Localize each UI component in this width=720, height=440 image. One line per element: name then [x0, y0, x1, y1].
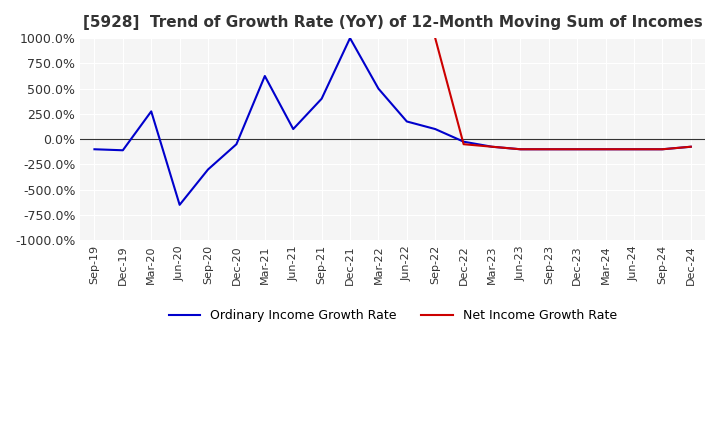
Ordinary Income Growth Rate [431, 126, 439, 132]
Line: Net Income Growth Rate: Net Income Growth Rate [435, 38, 690, 149]
Ordinary Income Growth Rate [402, 119, 411, 124]
Ordinary Income Growth Rate [232, 142, 240, 147]
Ordinary Income Growth Rate [658, 147, 667, 152]
Ordinary Income Growth Rate [573, 147, 582, 152]
Net Income Growth Rate [431, 36, 439, 41]
Ordinary Income Growth Rate [175, 202, 184, 208]
Legend: Ordinary Income Growth Rate, Net Income Growth Rate: Ordinary Income Growth Rate, Net Income … [163, 304, 621, 327]
Ordinary Income Growth Rate [459, 139, 468, 144]
Ordinary Income Growth Rate [204, 167, 212, 172]
Line: Ordinary Income Growth Rate: Ordinary Income Growth Rate [94, 38, 690, 205]
Net Income Growth Rate [459, 142, 468, 147]
Ordinary Income Growth Rate [374, 86, 383, 91]
Ordinary Income Growth Rate [318, 96, 326, 101]
Ordinary Income Growth Rate [289, 126, 297, 132]
Net Income Growth Rate [487, 144, 496, 149]
Ordinary Income Growth Rate [119, 148, 127, 153]
Ordinary Income Growth Rate [261, 73, 269, 79]
Net Income Growth Rate [601, 147, 610, 152]
Net Income Growth Rate [516, 147, 525, 152]
Net Income Growth Rate [573, 147, 582, 152]
Title: [5928]  Trend of Growth Rate (YoY) of 12-Month Moving Sum of Incomes: [5928] Trend of Growth Rate (YoY) of 12-… [83, 15, 703, 30]
Net Income Growth Rate [544, 147, 553, 152]
Ordinary Income Growth Rate [90, 147, 99, 152]
Ordinary Income Growth Rate [686, 144, 695, 149]
Net Income Growth Rate [658, 147, 667, 152]
Net Income Growth Rate [686, 144, 695, 149]
Ordinary Income Growth Rate [601, 147, 610, 152]
Ordinary Income Growth Rate [516, 147, 525, 152]
Ordinary Income Growth Rate [487, 144, 496, 149]
Ordinary Income Growth Rate [346, 36, 354, 41]
Ordinary Income Growth Rate [544, 147, 553, 152]
Ordinary Income Growth Rate [147, 109, 156, 114]
Net Income Growth Rate [630, 147, 639, 152]
Ordinary Income Growth Rate [630, 147, 639, 152]
